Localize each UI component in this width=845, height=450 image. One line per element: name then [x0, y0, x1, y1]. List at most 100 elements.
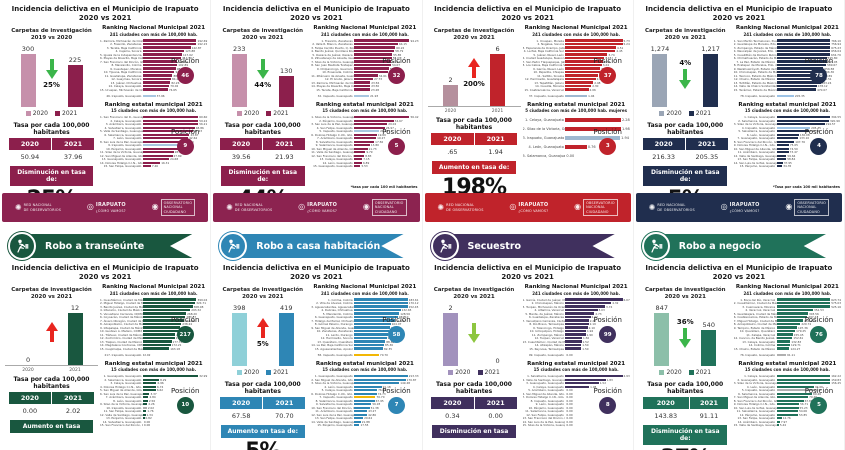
national-position: Posición 37 [586, 57, 630, 85]
estatal-ranking-title: Ranking estatal municipal 2021 [527, 101, 626, 108]
estatal-ranking-list: 1. Silao de la Victoria, Guanajuato 56.42… [311, 115, 418, 168]
ranking-row: 5. Guadalajara, Ciudad de México 303.56 [733, 311, 819, 316]
ranking-row: 12. Chalco, Estado de México 525.51 [734, 77, 832, 82]
change-arrow-icon [256, 58, 269, 79]
ranking-row: 15. Aguascalientes, Apozol 82.35 [314, 346, 393, 351]
national-position-badge: 217 [176, 326, 194, 344]
estatal-ranking: Ranking estatal municipal 2021 15 ciudad… [100, 361, 207, 427]
ranking-row: 2. Guanajuato, Guanajuato 159.83 [737, 377, 841, 382]
category-ribbon: Robo a negocio [641, 232, 826, 260]
ranking-row: 4. La Paz, Baja California Sur 4.45 [523, 49, 623, 54]
ranking-row: 7. La Paz, Estado de México 595.05 [736, 59, 838, 64]
rate-change-badge: Aumento en tasa [9, 419, 94, 433]
category-title: Robo a negocio [654, 234, 826, 258]
tasa-value-2021: 1.94 [488, 147, 503, 156]
ranking-row: 12. San Miguel de Allende, Gto. 27.89 [100, 153, 182, 158]
estatal-ranking-list: 1. Guanajuato, Guanajuato 213.33 2. San Mi… [311, 374, 418, 427]
ranking-row: 1. García, Ciudad de Juárez, Ch. 6.07 [522, 297, 630, 302]
observatorio-nacional-ciudadano-logo: ◉ OBSERVATORIO NACIONAL CIUDADANO [152, 198, 196, 217]
ranking-row: 13. Tultitlán, Estado de México 523.24 [733, 80, 832, 85]
national-ranking-title: Ranking Nacional Municipal 2021 [735, 25, 839, 32]
estatal-ranking-list: 1. Celaya, Guanajuato 2.28 2. Silao de la … [523, 115, 630, 160]
national-position-badge: 76 [810, 326, 828, 344]
legend-swatch-2020 [659, 369, 665, 375]
ranking-row: 2. Celaya, Guanajuato 59.22 [110, 118, 208, 123]
ranking-row: 10. Ixmiquilpan, Hidalgo 1.94 [529, 329, 594, 334]
crime-panel: Incidencia delictiva en el Municipio de … [633, 0, 845, 225]
panel-title-line1: Incidencia delictiva en el Municipio de … [222, 5, 410, 13]
estatal-ranking: Ranking estatal municipal 2021 15 ciudad… [100, 102, 207, 168]
ranking-row: 10. San Francisco del Rincón, Gto.51.38 [311, 405, 379, 410]
bar-2021 [703, 53, 719, 107]
ranking-row: 12. San Felipe, Guanajuato 0.00 [526, 412, 573, 417]
ranking-row: 10. Pénjamo, Guanajuato 0.00 [528, 405, 573, 410]
change-arrow-icon [45, 58, 58, 79]
tasa-heading: Tasa por cada 100,000 habitantes [647, 380, 724, 395]
bar-2020 [652, 53, 668, 107]
estatal-ranking-subtitle: 15 ciudades con más de 100,000 hab. [111, 108, 197, 114]
ranking-row: 1. Celaya, Guanajuato 2.28 [525, 117, 630, 123]
ranking-row: 7. San Miguel de Allende, Gto. 79.26 [733, 395, 818, 400]
carpetas-heading: Carpetas de investigación 2020 vs 2021 [639, 287, 732, 301]
tasa-value-2020: 216.33 [652, 152, 676, 161]
ranking-row: 1. Fresnillo, Zacatecas 94.23 [321, 38, 419, 43]
change-indicator: 200% [461, 45, 487, 106]
change-arrow-icon [468, 58, 481, 79]
legend-2020: 2020 [448, 369, 471, 376]
footnote: *tasa por cada 100 mil habitantes [350, 185, 418, 189]
ranking-row: 3. Tuxpan, Michoacán de Ocampo 3.74 [522, 304, 613, 309]
ranking-row: 13. Celaya, Guanajuato 7.15 [319, 157, 370, 162]
ranking-row: 4. León, Guanajuato 0.76 [528, 144, 596, 150]
panel-title: Incidencia delictiva en el Municipio de … [634, 5, 844, 23]
ranking-row: 14. Acámbaro, Guanajuato 7.97 [737, 419, 788, 424]
national-ranking: Ranking Nacional Municipal 2021 241 ciud… [100, 25, 207, 98]
ranking-row: 11. Zitácuaro de Azueta, Guerrero34.61 [311, 73, 387, 78]
carpetas-bar-chart: 847 36% 540 [639, 304, 732, 366]
national-position-badge: 32 [387, 67, 405, 85]
bar-group-2020: 398 [231, 304, 247, 366]
panel-title-line1: Incidencia delictiva en el Municipio de … [222, 264, 410, 272]
national-ranking-subtitle: 241 ciudades con más de 100,000 hab. [743, 31, 832, 37]
tasa-value-2020: 67.58 [231, 411, 251, 420]
ranking-row: 14. Valle de Santiago, Guanajuato 21.88 [311, 419, 370, 424]
ranking-row: 7. Acámbaro, Guanajuato 19.27 [316, 136, 386, 141]
summary-column: Carpetas de investigación 2020 vs 2021 0… [5, 284, 99, 433]
national-ranking-title: Ranking Nacional Municipal 2021 [524, 25, 628, 32]
ranking-row: 1. Boca del Río, Veracruz 623.74 [740, 297, 841, 302]
panel-title-line1: Incidencia delictiva en el Municipio de … [645, 5, 833, 13]
estatal-position: Posición 3 [586, 128, 630, 155]
ranking-row: 12. Valle de Santiago, Guanajuato 1.34 [100, 412, 153, 417]
estatal-position-badge: 10 [176, 396, 194, 414]
category-title: Robo a transeúnte [21, 234, 193, 258]
tasa-value-2021: 2.02 [65, 406, 81, 415]
ranking-row: 3. Guanajuato, Guanajuato 1.52 [526, 381, 606, 386]
axis-label-2020: 2020 [444, 108, 457, 114]
legend-2021: 2021 [266, 110, 289, 117]
ranking-row: 3. Aguascalientes, Aguascalientes152.45 [311, 304, 419, 309]
bar-value-2021: 130 [280, 66, 293, 75]
bar-group-2021: 130 [278, 45, 294, 107]
big-percentage: 37% [639, 446, 732, 450]
ranking-row: 4. Altamira, Veracruz 3.03 [534, 308, 605, 313]
ranking-row: 7. San Francisco del Rincón, Gto. 103.02 [100, 59, 189, 64]
category-title: Robo a casa habitación [232, 234, 404, 258]
ranking-row: 217. Irapuato, Guanajuato 2.02 [104, 353, 151, 358]
ranking-row: 14. León, Guanajuato 6.89 [322, 160, 370, 165]
tasa-table: 2020 2021 67.58 70.70 [219, 396, 306, 421]
rate-change-badge: Disminución en tasa de: [643, 165, 728, 186]
change-pct: 5% [256, 339, 269, 348]
ranking-row: 13. Pénjamo, Guanajuato 0.82 [106, 416, 152, 421]
carpetas-heading-line2: 2020 vs 2021 [453, 294, 495, 301]
change-pct: 25% [43, 80, 60, 89]
category-icon [8, 232, 36, 260]
tasa-col-2021: 2021 [263, 396, 306, 409]
ranking-row: 8. Azcapotzalco, Ciudad de México229.74 [733, 322, 812, 327]
tasa-table: 2020 2021 .65 1.94 [430, 132, 517, 157]
ranking-row: 2. San Miguel de Allende, Gto. 170.87 [311, 377, 417, 382]
carpetas-bar-chart: 398 5% 419 [216, 304, 309, 366]
legend-swatch-2020 [25, 110, 31, 116]
ranking-row: 9. Salvatierra, Guanajuato 56.93 [315, 402, 381, 407]
ranking-row: 13. San Felipe, Guanajuato 58.84 [737, 157, 796, 162]
legend-2021: 2021 [688, 110, 711, 117]
